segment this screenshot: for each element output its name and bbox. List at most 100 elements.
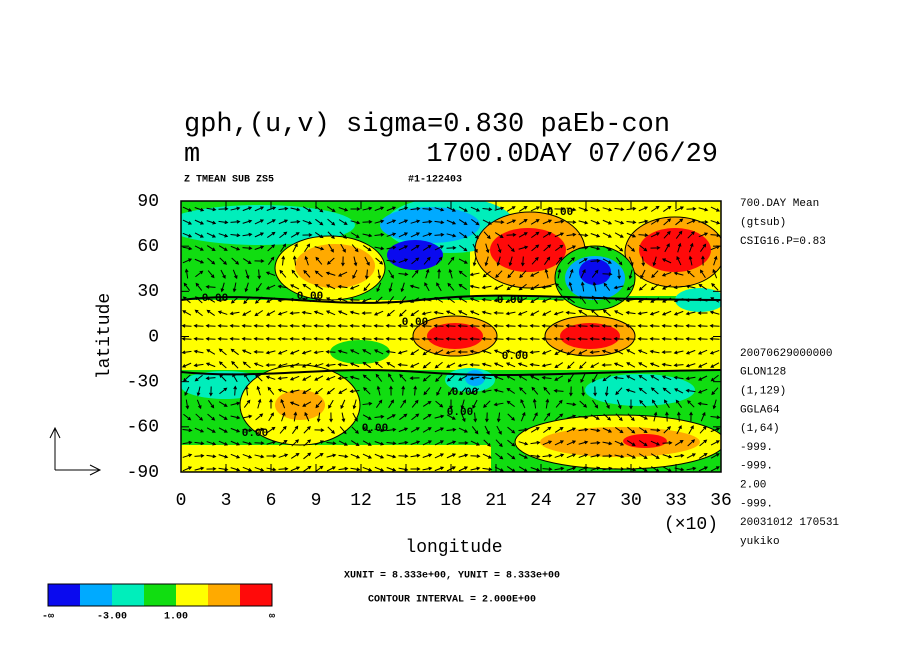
wind-arrow xyxy=(362,453,372,459)
wind-arrow xyxy=(304,255,309,266)
wind-arrow xyxy=(373,336,384,341)
wind-arrow xyxy=(519,387,527,395)
wind-arrow xyxy=(590,414,600,420)
wind-arrow xyxy=(218,348,227,356)
wind-arrow xyxy=(661,323,672,328)
wind-arrow xyxy=(601,323,612,328)
wind-arrow xyxy=(566,414,577,419)
wind-arrow xyxy=(470,440,481,446)
wind-arrow xyxy=(265,271,276,277)
wind-arrow xyxy=(697,311,708,315)
wind-arrow xyxy=(626,232,637,238)
wind-arrow xyxy=(182,206,193,212)
wind-arrow xyxy=(389,385,393,396)
wind-arrow xyxy=(410,440,421,445)
wind-arrow xyxy=(231,360,239,369)
wind-arrow xyxy=(472,243,478,253)
wind-arrow xyxy=(604,399,610,409)
wind-arrow xyxy=(457,323,468,328)
wind-arrow xyxy=(675,218,684,226)
wind-arrow xyxy=(638,453,648,459)
wind-arrow xyxy=(662,284,672,290)
wind-arrow xyxy=(676,255,682,266)
wind-arrow xyxy=(388,399,394,409)
contour-label: 0.00 xyxy=(362,423,388,435)
wind-arrow xyxy=(244,282,249,293)
wind-arrow xyxy=(591,295,598,304)
wind-arrow xyxy=(662,387,671,395)
wind-arrow xyxy=(434,220,445,225)
wind-arrow xyxy=(601,336,612,341)
wind-arrow xyxy=(602,466,613,471)
wind-arrow xyxy=(337,349,348,354)
wind-arrow xyxy=(603,282,611,291)
wind-arrow xyxy=(494,232,504,238)
wind-arrow xyxy=(638,374,648,381)
wind-arrow xyxy=(265,375,276,380)
wind-arrow xyxy=(469,363,480,367)
wind-arrow xyxy=(328,243,334,253)
wind-arrow xyxy=(543,412,551,421)
wind-arrow xyxy=(362,245,372,252)
wind-arrow xyxy=(507,413,516,421)
wind-arrow xyxy=(181,336,192,341)
wind-arrow xyxy=(422,348,431,356)
wind-arrow xyxy=(181,323,192,328)
wind-arrow xyxy=(664,243,670,253)
wind-arrow xyxy=(326,466,336,472)
wind-arrow xyxy=(517,336,528,341)
wind-arrow xyxy=(277,376,288,381)
wind-arrow xyxy=(469,272,480,277)
wind-arrow xyxy=(565,336,576,341)
wind-arrow xyxy=(496,256,501,267)
wind-arrow xyxy=(447,256,455,265)
wind-arrow xyxy=(554,232,565,238)
wind-arrow xyxy=(386,309,395,317)
wind-arrow xyxy=(218,361,227,369)
colorbar-label: 1.00 xyxy=(164,612,188,623)
wind-arrow xyxy=(194,466,205,471)
wind-arrow xyxy=(362,466,373,472)
wind-arrow xyxy=(337,310,348,316)
wind-arrow xyxy=(361,336,372,341)
wind-arrow xyxy=(302,388,312,394)
wind-arrow xyxy=(566,232,577,237)
wind-arrow xyxy=(194,441,205,446)
wind-arrow xyxy=(423,256,431,265)
wind-arrow xyxy=(437,268,441,279)
wind-arrow xyxy=(590,440,601,445)
wind-arrow xyxy=(555,282,563,291)
wind-arrow xyxy=(626,349,636,355)
wind-arrow xyxy=(289,362,300,368)
wind-arrow xyxy=(316,412,321,423)
wind-arrow xyxy=(579,295,587,304)
wind-arrow xyxy=(325,284,336,290)
wind-arrow xyxy=(328,399,334,409)
wind-arrow xyxy=(590,233,601,238)
wind-arrow xyxy=(710,220,721,225)
wind-arrow xyxy=(581,386,586,397)
wind-arrow xyxy=(473,412,478,423)
wind-arrow xyxy=(458,283,467,290)
wind-arrow xyxy=(482,453,492,459)
wind-arrow xyxy=(421,311,432,316)
wind-arrow xyxy=(205,323,216,328)
wind-arrow xyxy=(661,310,672,316)
wind-arrow xyxy=(206,220,217,225)
wind-arrow xyxy=(268,412,274,422)
wind-arrow xyxy=(469,376,480,381)
wind-arrow xyxy=(209,386,213,397)
wind-arrow xyxy=(206,297,216,303)
wind-arrow xyxy=(637,323,648,328)
wind-arrow xyxy=(711,387,719,396)
wind-arrow xyxy=(277,388,288,393)
wind-arrow xyxy=(329,412,333,423)
wind-arrow xyxy=(495,439,503,448)
wind-arrow xyxy=(254,310,264,317)
wind-arrow xyxy=(277,336,288,341)
wind-arrow xyxy=(553,323,564,328)
wind-arrow xyxy=(277,323,288,328)
wind-arrow xyxy=(531,231,540,239)
wind-arrow xyxy=(267,231,276,238)
wind-arrow xyxy=(207,400,215,409)
